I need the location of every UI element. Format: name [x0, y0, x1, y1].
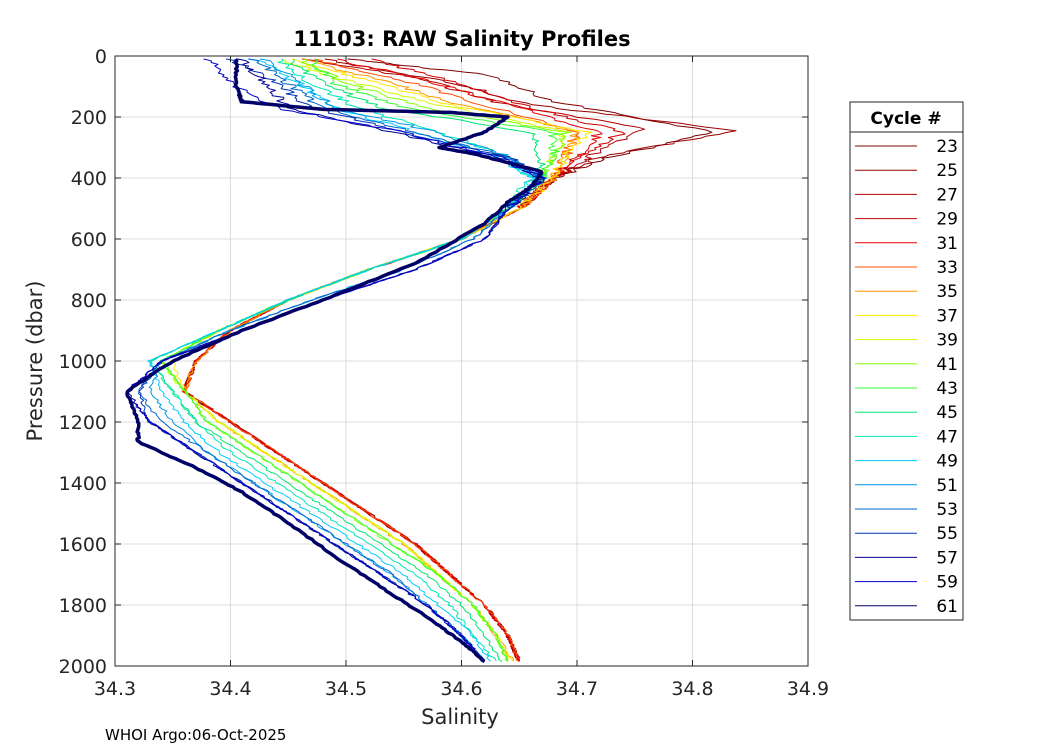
- legend-label-cycle-61: 61: [936, 597, 958, 617]
- legend-label-cycle-45: 45: [936, 403, 958, 423]
- x-tick-label: 34.9: [787, 678, 829, 700]
- series-layer: [125, 58, 737, 663]
- y-axis: 0 200 400 600 800 1000 1200 1400 1600 1800 2000: [59, 46, 808, 678]
- x-tick-label: 34.6: [440, 678, 482, 700]
- legend-label-cycle-37: 37: [936, 306, 958, 326]
- y-tick-label: 1200: [59, 412, 107, 434]
- chart-title: 11103: RAW Salinity Profiles: [293, 27, 630, 51]
- legend-label-cycle-41: 41: [936, 355, 958, 375]
- legend-label-cycle-51: 51: [936, 476, 958, 496]
- legend-label-cycle-33: 33: [936, 258, 958, 278]
- y-tick-label: 600: [71, 229, 107, 251]
- legend-entries: 23 25 27 29 31 33 35 37 39 41 43 45 47 49 51 53 55 57 59 61: [855, 137, 958, 617]
- y-tick-label: 200: [71, 107, 107, 129]
- x-tick-label: 34.3: [94, 678, 136, 700]
- x-tick-label: 34.5: [325, 678, 367, 700]
- legend-label-cycle-23: 23: [936, 137, 958, 157]
- series-line-cycle-53: [138, 58, 547, 662]
- x-tick-label: 34.4: [209, 678, 251, 700]
- footer-text: WHOI Argo:06-Oct-2025: [105, 726, 286, 744]
- legend-label-cycle-47: 47: [936, 427, 958, 447]
- series-line-cycle-43: [161, 58, 560, 662]
- legend-label-cycle-49: 49: [936, 452, 958, 472]
- legend-label-cycle-25: 25: [936, 161, 958, 181]
- y-tick-label: 2000: [59, 656, 107, 678]
- legend-label-cycle-35: 35: [936, 282, 958, 302]
- x-axis-label: Salinity: [421, 705, 499, 729]
- legend-label-cycle-59: 59: [936, 573, 958, 593]
- y-tick-label: 400: [71, 168, 107, 190]
- series-line-cycle-31: [181, 58, 603, 662]
- y-tick-label: 1600: [59, 534, 107, 556]
- legend-label-cycle-43: 43: [936, 379, 958, 399]
- plot-area: [114, 55, 809, 667]
- legend-label-cycle-39: 39: [936, 331, 958, 351]
- y-tick-label: 1400: [59, 473, 107, 495]
- legend: Cycle # 23 25 27 29 31 33 35 37 39 41 43 45 47 49 51 53…: [849, 101, 964, 621]
- legend-label-cycle-53: 53: [936, 500, 958, 520]
- legend-label-cycle-55: 55: [936, 524, 958, 544]
- y-tick-label: 1000: [59, 351, 107, 373]
- series-line-cycle-61: [125, 58, 544, 663]
- y-tick-label: 800: [71, 290, 107, 312]
- y-axis-label: Pressure (dbar): [23, 281, 47, 442]
- y-tick-label: 1800: [59, 595, 107, 617]
- legend-label-cycle-27: 27: [936, 185, 958, 205]
- legend-label-cycle-31: 31: [936, 234, 958, 254]
- legend-label-cycle-29: 29: [936, 210, 958, 230]
- legend-label-cycle-57: 57: [936, 548, 958, 568]
- y-tick-label: 0: [95, 46, 107, 68]
- x-tick-label: 34.7: [556, 678, 598, 700]
- x-axis: 34.3 34.4 34.5 34.6 34.7 34.8 34.9: [94, 56, 829, 700]
- x-tick-label: 34.8: [671, 678, 713, 700]
- legend-title: Cycle #: [870, 109, 941, 129]
